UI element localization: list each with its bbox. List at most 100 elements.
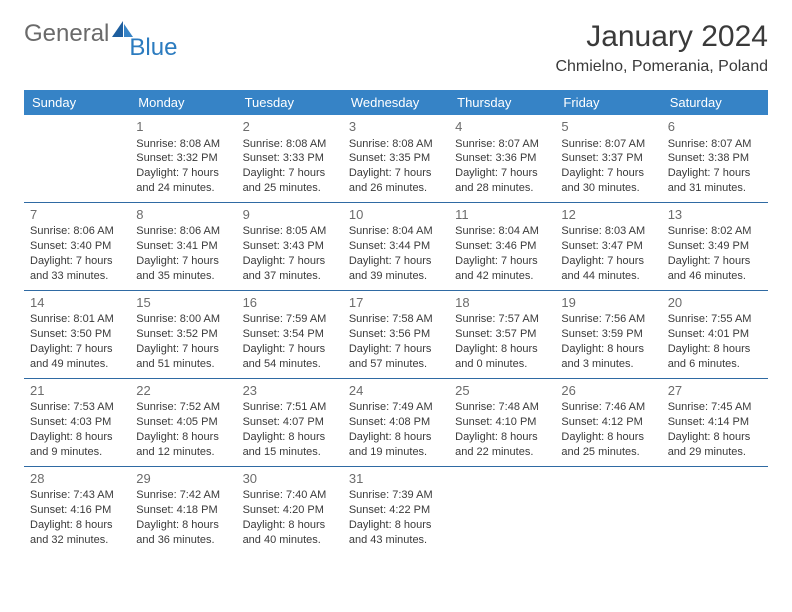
calendar-cell: 27Sunrise: 7:45 AMSunset: 4:14 PMDayligh… [662, 378, 768, 466]
page-title: January 2024 [555, 20, 768, 54]
daylight-line-1: Daylight: 7 hours [349, 254, 443, 269]
day-number: 26 [561, 382, 655, 400]
day-number: 22 [136, 382, 230, 400]
daylight-line-1: Daylight: 8 hours [136, 518, 230, 533]
weekday-header: Tuesday [237, 90, 343, 115]
calendar-cell [555, 466, 661, 553]
calendar-cell: 7Sunrise: 8:06 AMSunset: 3:40 PMDaylight… [24, 202, 130, 290]
sunrise-line: Sunrise: 8:08 AM [136, 137, 230, 152]
daylight-line-2: and 49 minutes. [30, 357, 124, 372]
sunrise-line: Sunrise: 7:52 AM [136, 400, 230, 415]
sunrise-line: Sunrise: 8:06 AM [136, 224, 230, 239]
daylight-line-2: and 12 minutes. [136, 445, 230, 460]
daylight-line-1: Daylight: 7 hours [455, 254, 549, 269]
calendar-cell [449, 466, 555, 553]
sunrise-line: Sunrise: 8:08 AM [243, 137, 337, 152]
day-number: 28 [30, 470, 124, 488]
day-number: 24 [349, 382, 443, 400]
calendar-cell: 8Sunrise: 8:06 AMSunset: 3:41 PMDaylight… [130, 202, 236, 290]
sunset-line: Sunset: 4:20 PM [243, 503, 337, 518]
sunset-line: Sunset: 4:12 PM [561, 415, 655, 430]
sunset-line: Sunset: 4:05 PM [136, 415, 230, 430]
calendar-cell: 21Sunrise: 7:53 AMSunset: 4:03 PMDayligh… [24, 378, 130, 466]
daylight-line-2: and 32 minutes. [30, 533, 124, 548]
daylight-line-2: and 44 minutes. [561, 269, 655, 284]
daylight-line-2: and 26 minutes. [349, 181, 443, 196]
day-number: 25 [455, 382, 549, 400]
logo: General Blue [24, 20, 183, 48]
calendar-cell: 18Sunrise: 7:57 AMSunset: 3:57 PMDayligh… [449, 290, 555, 378]
calendar-table: Sunday Monday Tuesday Wednesday Thursday… [24, 90, 768, 554]
sunrise-line: Sunrise: 7:57 AM [455, 312, 549, 327]
sunset-line: Sunset: 3:54 PM [243, 327, 337, 342]
weekday-header: Wednesday [343, 90, 449, 115]
sunrise-line: Sunrise: 7:43 AM [30, 488, 124, 503]
weekday-header: Monday [130, 90, 236, 115]
daylight-line-1: Daylight: 7 hours [561, 166, 655, 181]
day-number: 14 [30, 294, 124, 312]
daylight-line-2: and 9 minutes. [30, 445, 124, 460]
sunrise-line: Sunrise: 7:49 AM [349, 400, 443, 415]
daylight-line-2: and 15 minutes. [243, 445, 337, 460]
daylight-line-2: and 35 minutes. [136, 269, 230, 284]
sunrise-line: Sunrise: 8:07 AM [455, 137, 549, 152]
sunset-line: Sunset: 3:38 PM [668, 151, 762, 166]
day-number: 20 [668, 294, 762, 312]
day-number: 27 [668, 382, 762, 400]
day-number: 4 [455, 118, 549, 136]
sunrise-line: Sunrise: 7:55 AM [668, 312, 762, 327]
calendar-cell: 3Sunrise: 8:08 AMSunset: 3:35 PMDaylight… [343, 115, 449, 202]
daylight-line-1: Daylight: 7 hours [243, 254, 337, 269]
sunset-line: Sunset: 3:33 PM [243, 151, 337, 166]
sunrise-line: Sunrise: 7:42 AM [136, 488, 230, 503]
sunset-line: Sunset: 3:57 PM [455, 327, 549, 342]
daylight-line-2: and 57 minutes. [349, 357, 443, 372]
calendar-cell: 16Sunrise: 7:59 AMSunset: 3:54 PMDayligh… [237, 290, 343, 378]
calendar-cell: 2Sunrise: 8:08 AMSunset: 3:33 PMDaylight… [237, 115, 343, 202]
daylight-line-1: Daylight: 7 hours [349, 342, 443, 357]
calendar-cell: 25Sunrise: 7:48 AMSunset: 4:10 PMDayligh… [449, 378, 555, 466]
daylight-line-1: Daylight: 8 hours [30, 518, 124, 533]
daylight-line-1: Daylight: 8 hours [243, 518, 337, 533]
daylight-line-1: Daylight: 7 hours [349, 166, 443, 181]
sunset-line: Sunset: 4:07 PM [243, 415, 337, 430]
sunrise-line: Sunrise: 7:59 AM [243, 312, 337, 327]
day-number: 13 [668, 206, 762, 224]
calendar-cell: 29Sunrise: 7:42 AMSunset: 4:18 PMDayligh… [130, 466, 236, 553]
calendar-row: 1Sunrise: 8:08 AMSunset: 3:32 PMDaylight… [24, 115, 768, 202]
daylight-line-1: Daylight: 7 hours [561, 254, 655, 269]
daylight-line-1: Daylight: 8 hours [349, 430, 443, 445]
sunrise-line: Sunrise: 8:08 AM [349, 137, 443, 152]
calendar-cell [24, 115, 130, 202]
day-number: 21 [30, 382, 124, 400]
calendar-cell: 31Sunrise: 7:39 AMSunset: 4:22 PMDayligh… [343, 466, 449, 553]
weekday-header-row: Sunday Monday Tuesday Wednesday Thursday… [24, 90, 768, 115]
calendar-row: 21Sunrise: 7:53 AMSunset: 4:03 PMDayligh… [24, 378, 768, 466]
daylight-line-1: Daylight: 8 hours [349, 518, 443, 533]
header: General Blue January 2024 Chmielno, Pome… [24, 20, 768, 76]
day-number: 16 [243, 294, 337, 312]
daylight-line-1: Daylight: 8 hours [455, 430, 549, 445]
day-number: 6 [668, 118, 762, 136]
calendar-cell: 17Sunrise: 7:58 AMSunset: 3:56 PMDayligh… [343, 290, 449, 378]
weekday-header: Sunday [24, 90, 130, 115]
sunrise-line: Sunrise: 7:46 AM [561, 400, 655, 415]
sunset-line: Sunset: 3:35 PM [349, 151, 443, 166]
weekday-header: Thursday [449, 90, 555, 115]
day-number: 1 [136, 118, 230, 136]
daylight-line-1: Daylight: 7 hours [136, 166, 230, 181]
daylight-line-2: and 25 minutes. [243, 181, 337, 196]
logo-text-general: General [24, 20, 109, 48]
sunrise-line: Sunrise: 7:40 AM [243, 488, 337, 503]
calendar-cell: 11Sunrise: 8:04 AMSunset: 3:46 PMDayligh… [449, 202, 555, 290]
calendar-cell: 12Sunrise: 8:03 AMSunset: 3:47 PMDayligh… [555, 202, 661, 290]
sunrise-line: Sunrise: 8:00 AM [136, 312, 230, 327]
calendar-cell: 22Sunrise: 7:52 AMSunset: 4:05 PMDayligh… [130, 378, 236, 466]
sunset-line: Sunset: 4:08 PM [349, 415, 443, 430]
calendar-cell: 13Sunrise: 8:02 AMSunset: 3:49 PMDayligh… [662, 202, 768, 290]
sunset-line: Sunset: 3:32 PM [136, 151, 230, 166]
sunset-line: Sunset: 4:18 PM [136, 503, 230, 518]
calendar-cell: 14Sunrise: 8:01 AMSunset: 3:50 PMDayligh… [24, 290, 130, 378]
calendar-row: 14Sunrise: 8:01 AMSunset: 3:50 PMDayligh… [24, 290, 768, 378]
daylight-line-1: Daylight: 7 hours [30, 342, 124, 357]
